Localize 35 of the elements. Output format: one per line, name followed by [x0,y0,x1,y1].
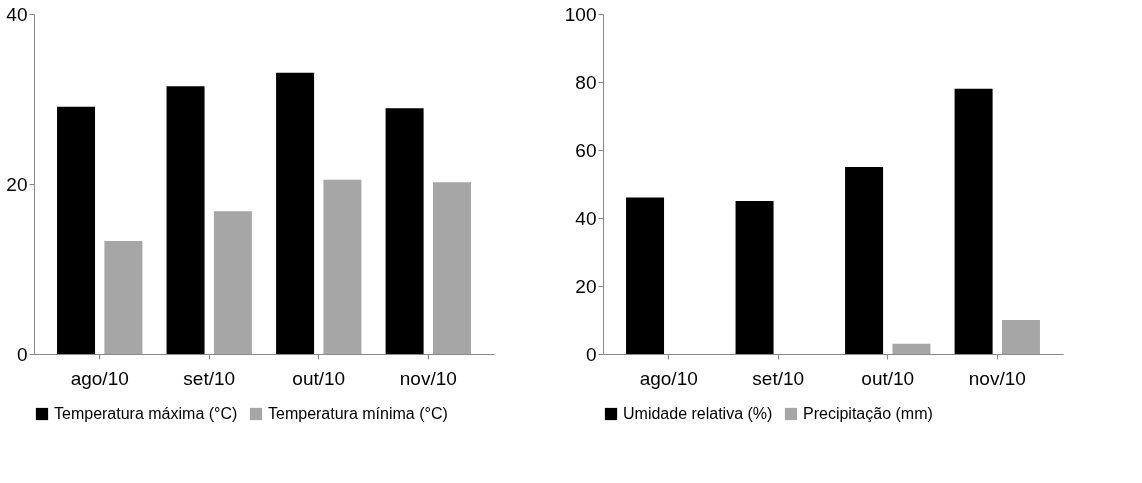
legend-label: Temperatura máxima (°C) [54,405,238,422]
legend-label: Temperatura mínima (°C) [268,405,448,422]
bar [213,211,252,354]
legend-label: Precipitação (mm) [803,405,933,422]
y-tick-label: 20 [575,275,597,297]
bar [166,86,205,354]
bar [104,240,143,354]
x-tick-label: set/10 [183,367,236,389]
x-tick-label: set/10 [752,367,805,389]
bar [845,167,884,354]
bar [276,72,315,354]
bar [626,197,665,354]
bar [57,106,96,354]
bar [432,182,471,354]
x-tick-label: nov/10 [968,367,1026,389]
x-tick-label: out/10 [861,367,915,389]
y-tick-label: 100 [564,3,597,25]
y-tick-label: 40 [6,3,28,25]
bar [954,88,993,354]
bar [735,201,774,354]
bar [323,179,362,354]
y-tick-label: 40 [575,207,597,229]
y-tick-label: 0 [16,343,28,365]
x-tick-label: nov/10 [399,367,457,389]
y-tick-label: 60 [575,139,597,161]
x-tick-label: ago/10 [70,367,129,389]
y-tick-label: 80 [575,71,597,93]
x-tick-label: ago/10 [639,367,698,389]
bar [1001,320,1040,354]
bar [385,108,424,354]
x-tick-label: out/10 [292,367,346,389]
bar [892,343,931,354]
legend-label: Umidade relativa (%) [623,405,773,422]
y-tick-label: 20 [6,173,28,195]
y-tick-label: 0 [585,343,597,365]
